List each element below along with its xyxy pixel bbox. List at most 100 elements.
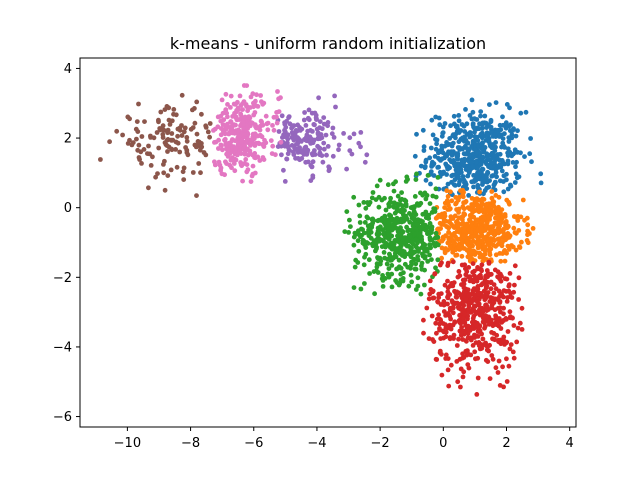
- scatter-point: [476, 170, 482, 175]
- scatter-point: [500, 114, 505, 120]
- scatter-point: [429, 117, 435, 123]
- scatter-point: [310, 159, 316, 165]
- scatter-point: [367, 271, 372, 276]
- scatter-point: [225, 102, 230, 107]
- scatter-point: [461, 233, 467, 239]
- scatter-point: [473, 311, 479, 317]
- scatter-point: [452, 177, 458, 183]
- scatter-point: [376, 204, 382, 210]
- scatter-point: [508, 290, 513, 296]
- scatter-point: [385, 271, 391, 277]
- scatter-point: [368, 235, 374, 241]
- scatter-point: [435, 299, 440, 304]
- scatter-point: [351, 242, 357, 248]
- scatter-point: [271, 127, 277, 133]
- scatter-point: [150, 154, 155, 160]
- scatter-point: [184, 138, 190, 144]
- scatter-point: [237, 148, 243, 154]
- scatter-point: [242, 143, 248, 149]
- scatter-point: [276, 129, 282, 134]
- scatter-point: [460, 194, 466, 200]
- scatter-point: [507, 346, 513, 352]
- scatter-point: [173, 147, 179, 152]
- scatter-point: [139, 161, 144, 166]
- scatter-point: [510, 349, 516, 355]
- scatter-point: [362, 220, 368, 225]
- scatter-point: [468, 160, 474, 166]
- scatter-point: [139, 134, 145, 139]
- scatter-point: [248, 120, 254, 125]
- scatter-point: [413, 237, 418, 243]
- scatter-point: [482, 256, 488, 262]
- scatter-point: [284, 156, 289, 162]
- scatter-point: [479, 331, 484, 337]
- scatter-point: [225, 114, 230, 120]
- scatter-point: [431, 240, 437, 246]
- scatter-point: [447, 335, 453, 340]
- scatter-point: [485, 137, 490, 143]
- scatter-point: [353, 257, 359, 263]
- y-tick-label: −6: [53, 410, 72, 425]
- scatter-point: [445, 260, 451, 266]
- scatter-point: [231, 161, 237, 166]
- scatter-point: [420, 251, 425, 257]
- series-3: [421, 259, 525, 397]
- scatter-point: [482, 179, 487, 185]
- scatter-point: [420, 219, 425, 224]
- scatter-point: [336, 142, 342, 148]
- scatter-point: [446, 149, 452, 155]
- scatter-point: [377, 238, 382, 244]
- scatter-point: [223, 107, 229, 113]
- scatter-point: [427, 201, 433, 207]
- scatter-point: [248, 179, 254, 185]
- scatter-point: [480, 166, 485, 172]
- scatter-point: [488, 317, 494, 323]
- scatter-point: [501, 230, 506, 236]
- scatter-point: [426, 212, 432, 218]
- scatter-point: [447, 136, 453, 141]
- scatter-point: [497, 133, 503, 139]
- scatter-point: [480, 201, 485, 207]
- scatter-point: [387, 245, 393, 250]
- scatter-point: [383, 207, 389, 213]
- scatter-point: [376, 218, 381, 223]
- scatter-point: [325, 123, 330, 129]
- scatter-point: [301, 117, 307, 123]
- scatter-point: [125, 114, 131, 120]
- scatter-point: [426, 216, 432, 221]
- scatter-point: [498, 258, 504, 264]
- scatter-point: [422, 164, 428, 169]
- scatter-point: [454, 289, 460, 295]
- scatter-point: [488, 286, 494, 292]
- scatter-point: [442, 205, 447, 211]
- scatter-point: [489, 189, 495, 194]
- scatter-point: [507, 233, 513, 239]
- scatter-point: [460, 174, 466, 179]
- scatter-point: [497, 383, 503, 388]
- scatter-point: [184, 147, 190, 153]
- scatter-point: [160, 132, 166, 137]
- scatter-point: [469, 220, 475, 226]
- scatter-point: [407, 233, 413, 239]
- scatter-point: [445, 294, 450, 300]
- scatter-point: [347, 148, 353, 154]
- scatter-point: [418, 234, 424, 240]
- scatter-point: [233, 147, 239, 153]
- scatter-point: [190, 170, 196, 175]
- scatter-point: [496, 209, 501, 214]
- scatter-point: [148, 163, 154, 168]
- scatter-point: [480, 336, 486, 342]
- scatter-point: [237, 133, 243, 139]
- scatter-point: [198, 170, 203, 176]
- scatter-point: [154, 130, 160, 135]
- scatter-point: [476, 208, 481, 213]
- scatter-point: [454, 123, 460, 129]
- scatter-point: [207, 121, 213, 126]
- scatter-point: [445, 166, 451, 172]
- scatter-point: [219, 143, 224, 149]
- scatter-point: [120, 132, 125, 138]
- scatter-point: [169, 131, 175, 136]
- scatter-point: [313, 112, 319, 118]
- scatter-point: [336, 147, 341, 153]
- scatter-point: [148, 135, 154, 140]
